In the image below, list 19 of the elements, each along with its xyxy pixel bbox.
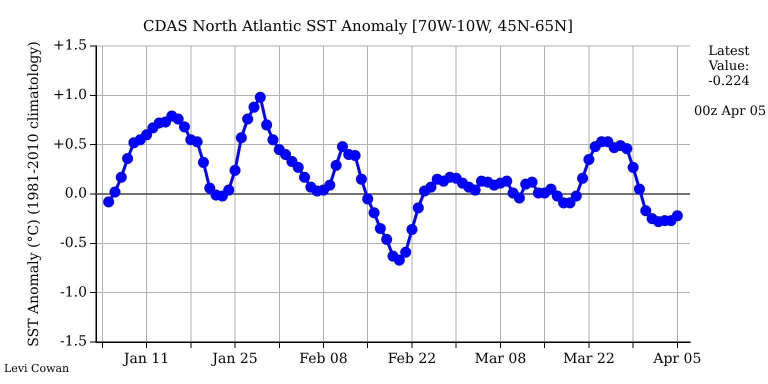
text: 00z Apr 05 <box>694 104 766 119</box>
y-axis-title: SST Anomaly (°C) (1981-2010 climatology) <box>26 41 42 347</box>
chart-title: CDAS North Atlantic SST Anomaly [70W-10W, 45N-65N] <box>142 16 574 35</box>
x-tick-label: Feb 08 <box>299 351 348 368</box>
y-tick-label: -1.0 <box>60 284 87 300</box>
text: Latest Value: -0.224 <box>707 44 751 89</box>
y-tick-label: -0.5 <box>60 234 87 251</box>
text: Levi Cowan <box>4 362 70 375</box>
x-tick-label: Mar 22 <box>563 351 615 368</box>
y-tick-label: -1.5 <box>60 334 87 350</box>
x-tick-label: Jan 11 <box>122 351 170 368</box>
y-tick-label: +1.0 <box>53 86 87 103</box>
x-tick-label: Feb 22 <box>388 351 436 368</box>
y-tick-label: +1.5 <box>53 38 87 54</box>
x-tick-label: Mar 08 <box>474 351 526 368</box>
x-tick-label: Apr 05 <box>652 351 702 368</box>
x-tick-label: Jan 25 <box>210 351 258 368</box>
y-tick-label: +0.5 <box>53 136 87 152</box>
y-tick-label: 0.0 <box>64 186 87 202</box>
